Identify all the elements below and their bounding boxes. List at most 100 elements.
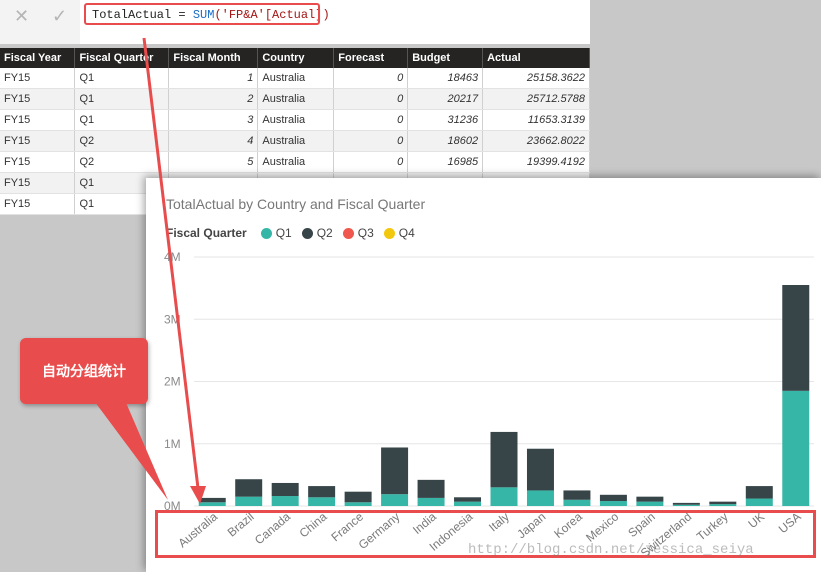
bar-q2[interactable] — [344, 491, 372, 503]
formula-input[interactable]: TotalActual = SUM('FP&A'[Actual]) — [92, 8, 330, 22]
bar-q2[interactable] — [490, 431, 518, 488]
bar-q2[interactable] — [271, 482, 299, 497]
table-cell[interactable]: 25158.3622 — [482, 68, 590, 89]
table-cell[interactable]: 25712.5788 — [482, 88, 590, 110]
bar-q1[interactable] — [526, 490, 554, 506]
table-cell[interactable]: FY15 — [0, 109, 76, 131]
bar-q1[interactable] — [235, 496, 263, 506]
check-icon[interactable]: ✓ — [52, 6, 68, 26]
bar-q1[interactable] — [417, 497, 445, 506]
table-cell[interactable]: Q1 — [74, 68, 170, 89]
table-cell[interactable]: 2 — [168, 88, 259, 110]
table-cell[interactable]: Q1 — [74, 88, 170, 110]
bar-q2[interactable] — [636, 496, 664, 502]
table-cell[interactable]: Q2 — [74, 151, 170, 173]
bar-q1[interactable] — [490, 487, 518, 506]
bar-q1[interactable] — [745, 498, 773, 506]
table-cell[interactable]: 23662.8022 — [482, 130, 590, 152]
column-header[interactable]: Fiscal Month — [168, 48, 259, 68]
table-row[interactable]: FY15 Q2 5 Australia 0 16985 19399.4192 — [0, 151, 590, 173]
legend-swatch — [301, 227, 313, 239]
bar-q2[interactable] — [235, 479, 263, 497]
column-header[interactable]: Fiscal Quarter — [74, 48, 170, 68]
bar-q1[interactable] — [344, 502, 372, 506]
bar-q2[interactable] — [599, 494, 627, 502]
bar-q1[interactable] — [198, 502, 226, 506]
callout-label: 自动分组统计 — [20, 338, 148, 404]
close-icon[interactable]: ✕ — [14, 6, 30, 26]
formula-measure: TotalActual — [92, 8, 172, 22]
column-header[interactable]: Fiscal Year — [0, 48, 76, 68]
table-cell[interactable]: Australia — [257, 109, 335, 131]
legend-item-q2[interactable]: Q2 — [301, 226, 333, 240]
table-cell[interactable]: 0 — [333, 151, 409, 173]
bar-q2[interactable] — [782, 285, 810, 391]
table-cell[interactable]: 0 — [333, 68, 409, 89]
bar-q1[interactable] — [381, 494, 409, 506]
bar-q1[interactable] — [636, 501, 664, 506]
column-header[interactable]: Country — [257, 48, 335, 68]
formula-bar: ✕ ✓ TotalActual = SUM('FP&A'[Actual]) — [0, 0, 590, 44]
table-cell[interactable]: 18602 — [407, 130, 484, 152]
bar-q2[interactable] — [709, 501, 737, 505]
table-cell[interactable]: Q2 — [74, 130, 170, 152]
table-cell[interactable]: Australia — [257, 151, 335, 173]
legend-item-q4[interactable]: Q4 — [383, 226, 415, 240]
table-cell[interactable]: 20217 — [407, 88, 484, 110]
bar-q2[interactable] — [454, 497, 482, 502]
table-cell[interactable]: 0 — [333, 130, 409, 152]
table-cell[interactable]: Australia — [257, 130, 335, 152]
chart-legend: Fiscal Quarter Q1 Q2 Q3 Q4 — [166, 226, 425, 240]
table-cell[interactable]: 1 — [168, 68, 259, 89]
legend-item-q3[interactable]: Q3 — [342, 226, 374, 240]
table-cell[interactable]: FY15 — [0, 68, 76, 89]
table-cell[interactable]: 18463 — [407, 68, 484, 89]
table-cell[interactable]: FY15 — [0, 130, 76, 152]
table-cell[interactable]: 3 — [168, 109, 259, 131]
bar-q1[interactable] — [454, 501, 482, 506]
bar-q2[interactable] — [526, 448, 554, 491]
table-row[interactable]: FY15 Q1 2 Australia 0 20217 25712.5788 — [0, 88, 590, 110]
legend-label: Q1 — [275, 226, 292, 240]
y-tick-label: 0M — [164, 499, 181, 513]
bar-q1[interactable] — [599, 501, 627, 506]
table-cell[interactable]: Australia — [257, 88, 335, 110]
table-cell[interactable]: Q1 — [74, 109, 170, 131]
bar-q2[interactable] — [563, 490, 591, 500]
chart-title: TotalActual by Country and Fiscal Quarte… — [166, 196, 426, 212]
legend-item-q1[interactable]: Q1 — [260, 226, 292, 240]
table-cell[interactable]: 31236 — [407, 109, 484, 131]
chart-visual[interactable]: 0M 1M 2M 3M 4M Australia Brazil Canada China Fran… — [146, 178, 821, 572]
table-cell[interactable]: FY15 — [0, 88, 76, 110]
column-header[interactable]: Forecast — [333, 48, 409, 68]
bar-q1[interactable] — [271, 496, 299, 506]
bar-q1[interactable] — [782, 390, 810, 506]
table-cell[interactable]: FY15 — [0, 193, 76, 215]
table-cell[interactable]: 0 — [333, 109, 409, 131]
bar-q2[interactable] — [417, 479, 445, 498]
table-cell[interactable]: Australia — [257, 68, 335, 89]
table-cell[interactable]: 11653.3139 — [482, 109, 590, 131]
bar-q1[interactable] — [563, 499, 591, 506]
table-cell[interactable]: 0 — [333, 88, 409, 110]
bar-q1[interactable] — [308, 497, 336, 506]
table-row[interactable]: FY15 Q2 4 Australia 0 18602 23662.8022 — [0, 130, 590, 152]
table-cell[interactable]: FY15 — [0, 172, 76, 194]
table-cell[interactable]: 19399.4192 — [482, 151, 590, 173]
table-row[interactable]: FY15 Q1 1 Australia 0 18463 25158.3622 — [0, 68, 590, 89]
table-cell[interactable]: 5 — [168, 151, 259, 173]
bar-q2[interactable] — [672, 502, 700, 505]
bar-q1[interactable] — [709, 504, 737, 506]
bar-q2[interactable] — [381, 447, 409, 495]
y-tick-label: 3M — [164, 312, 181, 326]
table-cell[interactable]: 16985 — [407, 151, 484, 173]
bar-q1[interactable] — [672, 504, 700, 506]
bar-q2[interactable] — [745, 486, 773, 499]
bar-q2[interactable] — [308, 486, 336, 498]
table-row[interactable]: FY15 Q1 3 Australia 0 31236 11653.3139 — [0, 109, 590, 131]
table-cell[interactable]: 4 — [168, 130, 259, 152]
column-header[interactable]: Actual — [482, 48, 590, 68]
table-cell[interactable]: FY15 — [0, 151, 76, 173]
column-header[interactable]: Budget — [407, 48, 484, 68]
bar-q2[interactable] — [198, 497, 226, 503]
